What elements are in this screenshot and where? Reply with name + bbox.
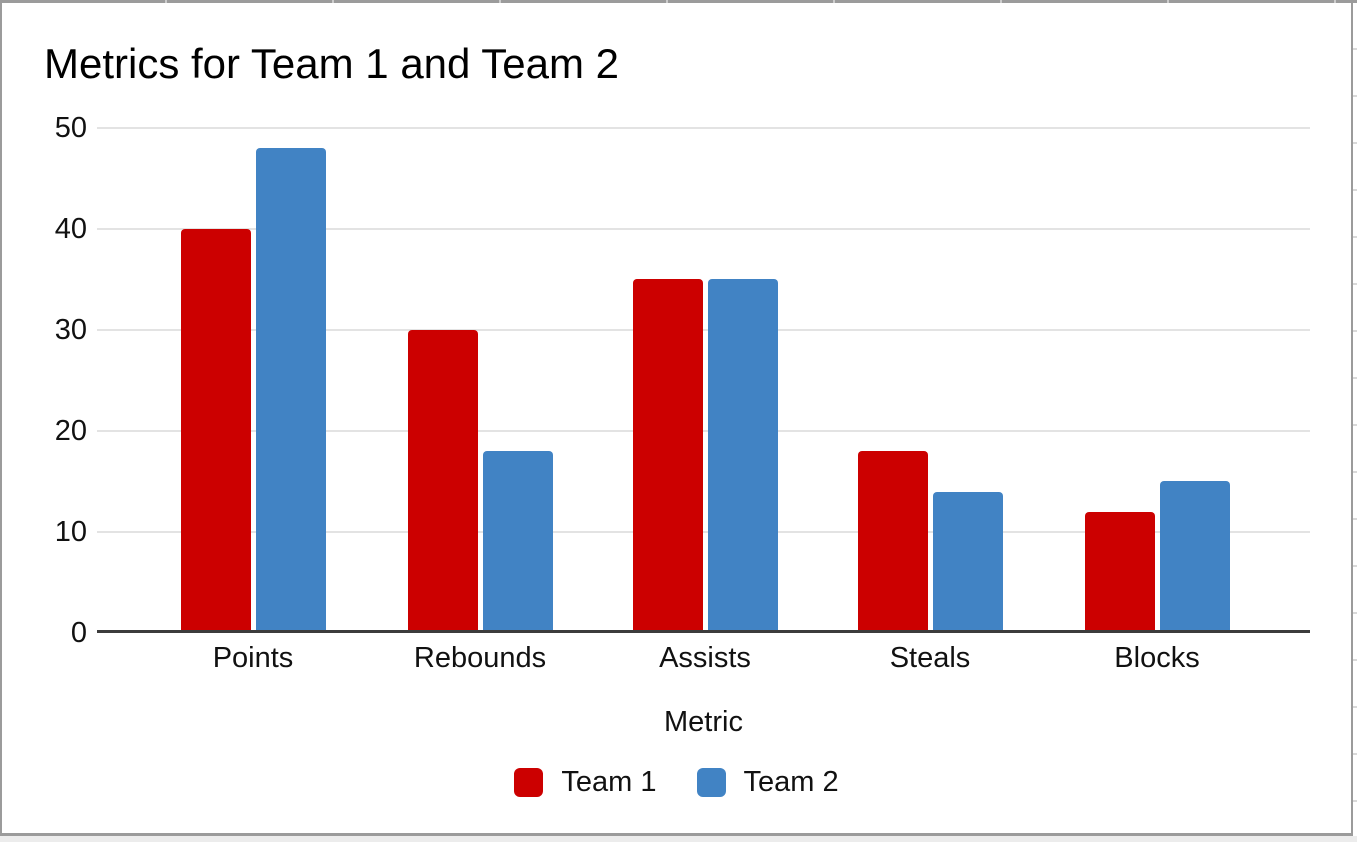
legend-label: Team 2	[743, 766, 839, 798]
y-tick-label-50: 50	[54, 112, 87, 144]
x-category-label-blocks: Blocks	[1114, 642, 1200, 674]
bar-team-2-steals[interactable]	[932, 492, 1003, 633]
y-tick-label-10: 10	[54, 516, 87, 548]
sheet-column-gridline-top	[0, 0, 1357, 3]
bar-team-1-assists[interactable]	[632, 279, 703, 633]
legend-swatch-icon	[514, 767, 544, 797]
legend-item-team-2[interactable]: Team 2	[696, 765, 839, 799]
bar-team-2-rebounds[interactable]	[482, 451, 553, 633]
x-category-label-steals: Steals	[889, 642, 971, 674]
bar-team-1-points[interactable]	[180, 229, 251, 633]
y-gridline-50	[97, 127, 1310, 129]
bar-team-2-assists[interactable]	[707, 279, 778, 633]
x-axis-title: Metric	[664, 706, 743, 738]
bar-team-1-steals[interactable]	[857, 451, 928, 633]
y-tick-label-20: 20	[54, 415, 87, 447]
plot-area	[97, 127, 1310, 633]
legend-item-team-1[interactable]: Team 1	[514, 765, 657, 799]
bar-team-2-points[interactable]	[255, 148, 326, 633]
x-axis-line	[97, 630, 1310, 633]
y-gridline-40	[97, 228, 1310, 230]
legend-label: Team 1	[561, 766, 657, 798]
x-category-label-assists: Assists	[659, 642, 751, 674]
x-category-label-points: Points	[212, 642, 294, 674]
y-tick-label-40: 40	[54, 213, 87, 245]
legend: Team 1 Team 2	[2, 764, 1351, 800]
y-tick-label-0: 0	[70, 617, 87, 649]
chart-title: Metrics for Team 1 and Team 2	[44, 40, 620, 87]
bar-team-2-blocks[interactable]	[1159, 481, 1230, 633]
y-gridline-20	[97, 430, 1310, 432]
y-gridline-10	[97, 531, 1310, 533]
legend-swatch-icon	[696, 767, 726, 797]
x-category-label-rebounds: Rebounds	[413, 642, 547, 674]
y-gridline-30	[97, 329, 1310, 331]
bar-team-1-rebounds[interactable]	[407, 330, 478, 633]
sheet-bottom-row	[0, 836, 1357, 842]
bar-team-1-blocks[interactable]	[1084, 512, 1155, 633]
y-tick-label-30: 30	[54, 314, 87, 346]
sheet-row-gridlines	[1353, 3, 1357, 836]
